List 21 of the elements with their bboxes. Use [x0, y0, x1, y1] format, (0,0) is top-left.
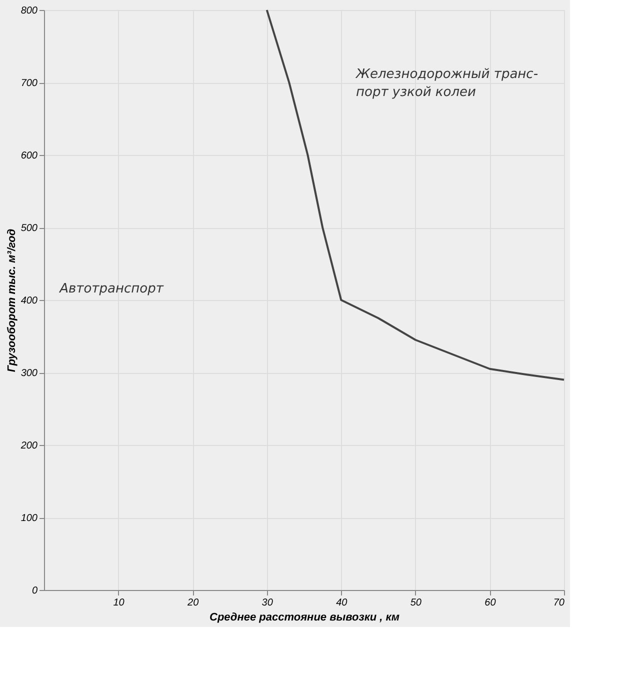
x-tick-label: 40 — [336, 598, 348, 608]
y-tick-label: 100 — [20, 513, 38, 524]
line-series — [266, 9, 565, 381]
y-axis-title: Грузооборот тыс. м³/год — [6, 228, 18, 372]
annotation: Автотранспорт — [58, 282, 164, 297]
y-tick-label: 800 — [20, 6, 38, 16]
y-tick-label: 400 — [20, 296, 38, 306]
x-tick-label: 60 — [484, 598, 496, 608]
y-tick-label: 600 — [20, 150, 38, 162]
annotation: Железнодорожный транс- порт узкой колеи — [355, 67, 538, 100]
y-tick-label: 300 — [20, 368, 38, 379]
x-tick-label: 20 — [186, 598, 200, 608]
x-tick-label: 30 — [262, 598, 274, 608]
y-tick-label: 700 — [20, 78, 38, 89]
y-tick-label: 200 — [20, 440, 38, 452]
x-axis-title: Среднее расстояние вывозки , км — [209, 612, 400, 624]
y-tick-label: 500 — [20, 223, 38, 234]
x-tick-label: 10 — [113, 598, 125, 608]
x-tick-label: 50 — [410, 598, 422, 608]
y-tick-label: 0 — [32, 586, 38, 596]
x-tick-label: 70 — [553, 598, 565, 608]
